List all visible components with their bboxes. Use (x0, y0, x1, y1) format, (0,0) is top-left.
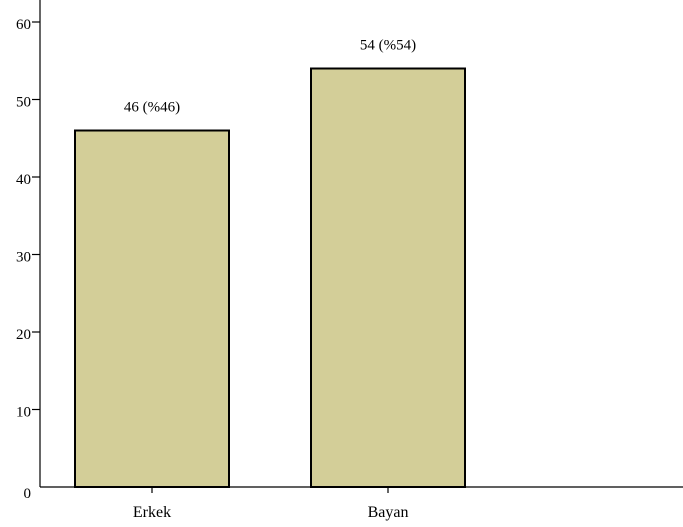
x-tick-label-erkek: Erkek (133, 504, 171, 521)
bar-erkek (74, 129, 230, 488)
y-tick-label: 60 (16, 17, 31, 33)
category-labels: Erkek Bayan (133, 504, 409, 521)
data-label-erkek: 46 (%46) (124, 100, 180, 116)
y-axis: 0 10 20 30 40 50 60 (16, 0, 41, 502)
y-tick-label: 50 (16, 95, 31, 111)
bar-bayan (310, 67, 466, 488)
y-tick-label: 10 (16, 405, 31, 421)
bars (74, 67, 466, 488)
y-tick-label: 20 (16, 327, 31, 343)
y-tick-label: 0 (24, 486, 32, 502)
x-tick-label-bayan: Bayan (368, 504, 409, 521)
y-tick-label: 30 (16, 250, 31, 266)
data-label-bayan: 54 (%54) (360, 38, 416, 54)
data-labels: 46 (%46) 54 (%54) (124, 38, 416, 116)
y-tick-label: 40 (16, 172, 31, 188)
